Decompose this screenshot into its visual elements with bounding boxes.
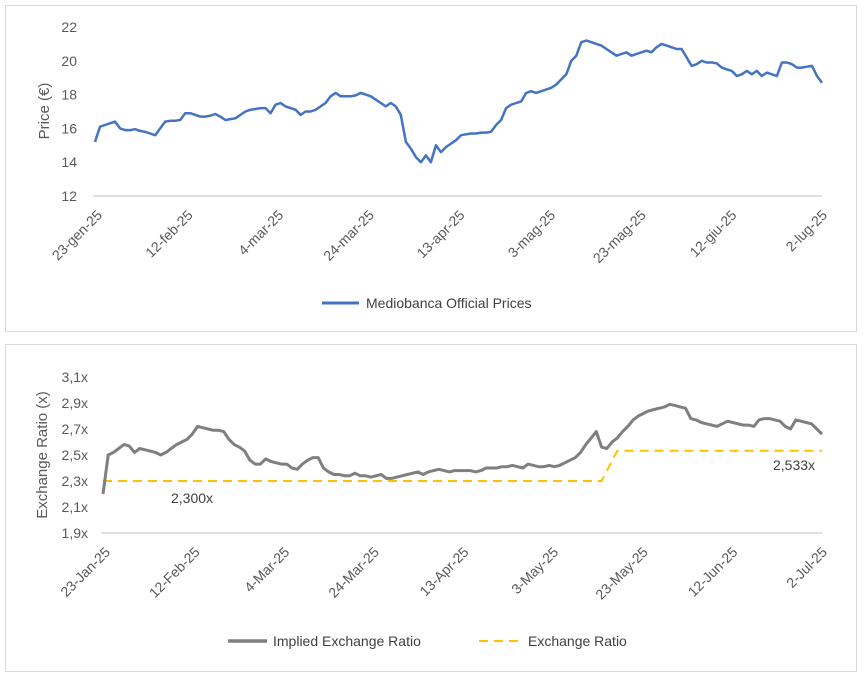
ratio-x-tick-label: 12-Feb-25 bbox=[146, 544, 203, 601]
annotation-final-ratio: 2,533x bbox=[773, 457, 815, 473]
ratio-legend: Implied Exchange Ratio Exchange Ratio bbox=[228, 633, 627, 649]
price-x-tick-label: 3-mag-25 bbox=[505, 207, 559, 261]
price-y-tick-label: 22 bbox=[61, 19, 77, 35]
ratio-x-tick-label: 4-Mar-25 bbox=[241, 544, 293, 596]
ratio-y-tick-label: 3,1x bbox=[62, 369, 88, 385]
ratio-x-tick-label: 23-May-25 bbox=[592, 544, 651, 603]
exchange-ratio-dashed-line bbox=[103, 449, 822, 482]
ratio-x-tick-label: 12-Jun-25 bbox=[685, 544, 741, 600]
price-y-tick-label: 18 bbox=[61, 87, 77, 103]
ratio-y-tick-label: 2,3x bbox=[62, 473, 88, 489]
price-y-tick-label: 20 bbox=[61, 53, 77, 69]
exchange-ratio-legend-label: Exchange Ratio bbox=[528, 633, 627, 649]
price-y-tick-label: 16 bbox=[61, 120, 77, 136]
ratio-y-tick-label: 2,1x bbox=[62, 499, 88, 515]
ratio-y-tick-label: 1,9x bbox=[62, 525, 88, 541]
price-series-line bbox=[93, 39, 824, 164]
price-y-tick-label: 14 bbox=[61, 154, 77, 170]
exchange-ratio-chart-panel bbox=[5, 344, 857, 672]
price-x-tick-label: 2-lug-25 bbox=[782, 207, 830, 255]
ratio-y-tick-label: 2,9x bbox=[62, 395, 88, 411]
price-x-tick-label: 23-mag-25 bbox=[590, 207, 649, 266]
price-y-tick-label: 12 bbox=[61, 188, 77, 204]
ratio-x-tick-label: 24-Mar-25 bbox=[325, 544, 382, 601]
implied-ratio-legend-label: Implied Exchange Ratio bbox=[273, 633, 421, 649]
ratio-x-tick-label: 2-Jul-25 bbox=[783, 544, 830, 591]
exchange-ratio-chart: Exchange Ratio (x) 1,9x 2,1x 2,3x 2,5x 2,7x 2… bbox=[34, 369, 830, 649]
price-chart-panel bbox=[5, 5, 857, 332]
implied-ratio-series-line bbox=[101, 402, 824, 495]
price-x-tick-label: 24-mar-25 bbox=[320, 207, 377, 264]
price-x-tick-label: 4-mar-25 bbox=[235, 207, 287, 259]
price-x-tick-label: 12-giu-25 bbox=[686, 207, 739, 260]
price-legend-label: Mediobanca Official Prices bbox=[366, 295, 531, 311]
ratio-y-tick-label: 2,7x bbox=[62, 421, 88, 437]
ratio-y-tick-label: 2,5x bbox=[62, 447, 88, 463]
annotation-initial-ratio: 2,300x bbox=[171, 490, 213, 506]
price-y-axis-title: Price (€) bbox=[36, 83, 53, 140]
ratio-x-tick-label: 3-May-25 bbox=[508, 544, 561, 597]
ratio-x-tick-label: 13-Apr-25 bbox=[416, 544, 471, 599]
ratio-x-tick-label: 23-Jan-25 bbox=[57, 544, 113, 600]
ratio-y-axis-title: Exchange Ratio (x) bbox=[34, 391, 51, 519]
price-x-tick-label: 13-apr-25 bbox=[413, 207, 467, 261]
price-x-tick-label: 12-feb-25 bbox=[142, 207, 196, 261]
price-x-tick-label: 23-gen-25 bbox=[49, 207, 106, 264]
price-legend: Mediobanca Official Prices bbox=[322, 295, 531, 311]
price-chart: Price (€) 12 14 16 18 20 22 23-gen-25 12-feb-2… bbox=[36, 19, 830, 311]
